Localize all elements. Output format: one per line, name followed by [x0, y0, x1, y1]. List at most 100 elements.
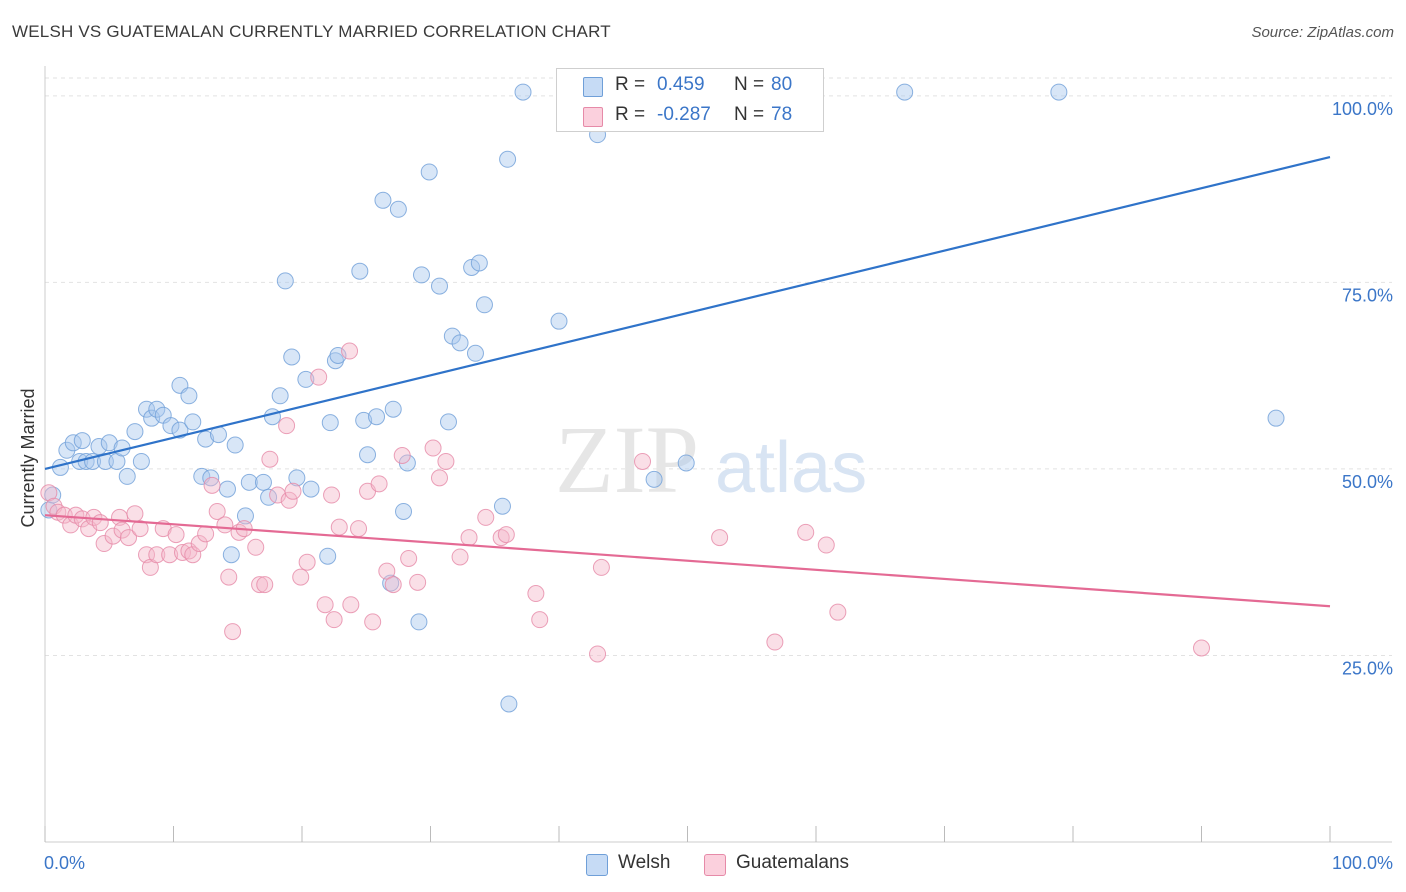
- stats-row-guatemalans: R = -0.287 N = 78: [557, 100, 823, 130]
- welsh-point-27: [197, 430, 215, 448]
- welsh-point-51: [368, 408, 386, 426]
- welsh-point-55: [389, 200, 407, 218]
- welsh-point-42: [297, 370, 315, 388]
- x-tick-label-start: 0.0%: [44, 853, 85, 873]
- welsh-point-43: [302, 480, 320, 498]
- welsh-point-58: [410, 613, 428, 631]
- welsh-point-32: [226, 436, 244, 454]
- welsh-point-50: [359, 446, 377, 464]
- guatemalans-point-36: [251, 576, 269, 594]
- stats-legend: R = 0.459 N = 80 R = -0.287 N = 78: [556, 68, 824, 132]
- guatemalans-point-76: [797, 523, 815, 541]
- welsh-point-71: [500, 695, 518, 713]
- welsh-point-61: [430, 277, 448, 295]
- guatemalans-point-60: [409, 573, 427, 591]
- guatemalans-point-49: [330, 518, 348, 536]
- guatemalans-point-74: [711, 529, 729, 547]
- welsh-point-52: [374, 191, 392, 209]
- guatemalans-r-label: R =: [615, 104, 646, 125]
- guatemalans-point-22: [167, 526, 185, 544]
- y-tick-label-25: 25.0%: [1342, 658, 1393, 678]
- guatemalans-point-9: [91, 514, 109, 532]
- guatemalans-point-26: [190, 535, 208, 553]
- guatemalans-point-44: [298, 553, 316, 571]
- guatemalans-point-47: [323, 486, 341, 504]
- guatemalans-point-57: [384, 576, 402, 594]
- guatemalans-point-79: [1193, 639, 1210, 657]
- guatemalans-swatch: [583, 107, 603, 127]
- watermark-atlas: atlas: [715, 428, 867, 508]
- guatemalans-point-65: [460, 529, 478, 547]
- guatemalans-point-17: [138, 546, 156, 564]
- chart-title: WELSH VS GUATEMALAN CURRENTLY MARRIED CO…: [12, 22, 611, 41]
- welsh-r-value: 0.459: [657, 74, 705, 95]
- welsh-point-72: [514, 83, 532, 101]
- source-label: Source: ZipAtlas.com: [1251, 24, 1394, 41]
- guatemalans-point-62: [430, 469, 448, 487]
- welsh-n-label: N =: [734, 74, 765, 95]
- guatemalans-point-28: [203, 476, 221, 494]
- guatemalans-point-52: [350, 520, 368, 538]
- guatemalans-point-23: [173, 543, 191, 561]
- welsh-point-54: [384, 400, 402, 418]
- welsh-point-30: [218, 480, 236, 498]
- guatemalans-point-64: [451, 548, 469, 566]
- welsh-point-15: [126, 423, 144, 441]
- welsh-point-31: [222, 546, 240, 564]
- guatemalans-point-63: [437, 452, 455, 470]
- welsh-point-24: [180, 387, 198, 405]
- welsh-point-73: [550, 312, 568, 330]
- welsh-point-25: [184, 413, 202, 431]
- welsh-point-49: [355, 411, 373, 429]
- guatemalans-point-72: [592, 558, 610, 576]
- data-points: [40, 83, 1285, 713]
- welsh-point-12: [108, 452, 126, 470]
- axes: [44, 66, 1392, 843]
- welsh-point-37: [263, 408, 281, 426]
- guatemalans-point-69: [527, 585, 545, 603]
- welsh-point-78: [896, 83, 914, 101]
- guatemalans-point-78: [829, 603, 847, 621]
- x-tick-label-end: 100.0%: [1332, 853, 1393, 873]
- welsh-point-19: [148, 400, 166, 418]
- welsh-point-21: [162, 417, 180, 435]
- welsh-point-70: [499, 150, 517, 168]
- legend-guatemalans-label: Guatemalans: [736, 852, 850, 873]
- watermark: ZIP atlas: [555, 406, 867, 513]
- welsh-point-76: [645, 470, 663, 488]
- welsh-point-34: [240, 473, 258, 491]
- guatemalans-point-51: [342, 596, 360, 614]
- welsh-point-6: [73, 432, 91, 450]
- welsh-point-80: [1267, 409, 1285, 427]
- welsh-point-77: [677, 454, 695, 472]
- welsh-point-35: [254, 473, 272, 491]
- guatemalans-r-value: -0.287: [657, 104, 711, 125]
- welsh-point-40: [283, 348, 301, 366]
- stats-row-welsh: R = 0.459 N = 80: [557, 70, 823, 100]
- welsh-point-39: [276, 272, 294, 290]
- guatemalans-point-21: [161, 546, 179, 564]
- welsh-point-56: [395, 502, 413, 520]
- welsh-point-38: [271, 387, 289, 405]
- guatemalans-point-68: [497, 526, 515, 544]
- welsh-point-66: [466, 344, 484, 362]
- welsh-point-60: [420, 163, 438, 181]
- welsh-point-41: [288, 469, 306, 487]
- guatemalans-point-59: [400, 549, 418, 567]
- welsh-point-17: [138, 400, 156, 418]
- y-tick-label-75: 75.0%: [1342, 285, 1393, 305]
- guatemalans-point-19: [148, 546, 166, 564]
- trend-lines: [44, 155, 1331, 608]
- watermark-zip: ZIP: [555, 406, 699, 513]
- guatemalans-point-37: [256, 576, 274, 594]
- welsh-point-62: [439, 413, 457, 431]
- welsh-point-9: [90, 438, 108, 456]
- welsh-point-48: [351, 262, 369, 280]
- welsh-point-11: [100, 434, 118, 452]
- guatemalans-point-0: [40, 484, 58, 502]
- guatemalans-trend-line: [44, 514, 1331, 608]
- guatemalans-point-15: [126, 505, 144, 523]
- guatemalans-point-29: [208, 502, 226, 520]
- guatemalans-point-48: [325, 611, 343, 629]
